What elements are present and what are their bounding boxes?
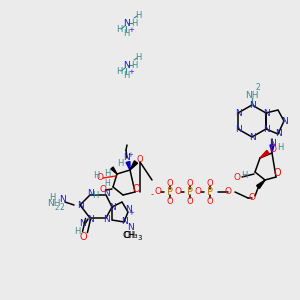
Polygon shape xyxy=(126,161,130,170)
Text: NH: NH xyxy=(245,91,259,100)
Text: N: N xyxy=(127,224,134,232)
Text: H: H xyxy=(116,26,122,34)
Text: H: H xyxy=(135,52,141,62)
Text: 2: 2 xyxy=(256,83,260,92)
Text: O: O xyxy=(187,196,193,206)
Text: O: O xyxy=(194,188,202,196)
Text: H: H xyxy=(117,158,123,167)
Polygon shape xyxy=(256,180,265,188)
Text: N: N xyxy=(80,220,86,229)
Text: NH: NH xyxy=(47,200,61,208)
Text: H: H xyxy=(74,226,80,236)
Text: N: N xyxy=(249,133,255,142)
Text: +: + xyxy=(128,27,134,33)
Text: 2: 2 xyxy=(60,202,64,211)
Text: H: H xyxy=(116,68,122,76)
Text: N: N xyxy=(249,100,255,109)
Text: +: + xyxy=(128,69,134,75)
Text: O: O xyxy=(248,194,256,202)
Text: H: H xyxy=(131,19,137,28)
Text: H: H xyxy=(277,142,283,152)
Text: N: N xyxy=(280,116,287,125)
Text: N: N xyxy=(124,206,131,214)
Text: O: O xyxy=(269,146,277,154)
Text: N: N xyxy=(76,200,83,209)
Polygon shape xyxy=(260,150,269,158)
Text: N: N xyxy=(87,190,93,199)
Text: H: H xyxy=(135,11,141,20)
Text: N: N xyxy=(123,61,129,70)
Text: N: N xyxy=(274,128,281,137)
Text: 3: 3 xyxy=(138,235,142,241)
Text: O: O xyxy=(100,185,106,194)
Text: O: O xyxy=(207,196,213,206)
Text: -: - xyxy=(151,190,154,200)
Text: H: H xyxy=(104,169,110,178)
Text: H: H xyxy=(123,28,129,38)
Polygon shape xyxy=(111,167,117,174)
Polygon shape xyxy=(130,161,138,170)
Text: CH₃: CH₃ xyxy=(122,232,138,241)
Text: H: H xyxy=(241,170,247,179)
Text: N: N xyxy=(262,124,269,134)
Text: N: N xyxy=(235,124,242,134)
Text: +: + xyxy=(127,152,133,158)
Text: O: O xyxy=(79,232,87,242)
Text: N: N xyxy=(262,109,269,118)
Text: O: O xyxy=(154,188,161,196)
Text: O: O xyxy=(187,178,193,188)
Text: H: H xyxy=(104,179,110,188)
Text: +: + xyxy=(128,210,134,216)
Text: P: P xyxy=(207,187,213,197)
Text: N: N xyxy=(121,218,128,226)
Text: O: O xyxy=(175,188,182,196)
Text: N: N xyxy=(110,202,116,211)
Text: N: N xyxy=(103,188,110,197)
Text: H: H xyxy=(49,193,55,202)
Text: O: O xyxy=(137,155,143,164)
Text: H: H xyxy=(123,70,129,80)
Text: N: N xyxy=(87,214,93,224)
Text: N: N xyxy=(123,19,129,28)
Text: O: O xyxy=(132,184,140,194)
Text: O: O xyxy=(273,168,281,178)
Text: O: O xyxy=(224,188,232,196)
Text: N: N xyxy=(268,139,275,148)
Polygon shape xyxy=(270,145,274,153)
Text: O: O xyxy=(167,178,173,188)
Text: N: N xyxy=(58,196,65,205)
Text: O: O xyxy=(167,196,173,206)
Text: H: H xyxy=(92,190,98,200)
Text: O: O xyxy=(97,173,104,182)
Text: N: N xyxy=(235,109,242,118)
Text: O: O xyxy=(207,178,213,188)
Text: CH: CH xyxy=(124,232,136,241)
Text: H: H xyxy=(131,61,137,70)
Text: N: N xyxy=(103,214,110,224)
Text: H: H xyxy=(93,170,99,179)
Text: P: P xyxy=(187,187,193,197)
Text: P: P xyxy=(167,187,173,197)
Text: 2: 2 xyxy=(55,205,59,211)
Text: N: N xyxy=(124,154,130,163)
Text: O: O xyxy=(233,173,241,182)
